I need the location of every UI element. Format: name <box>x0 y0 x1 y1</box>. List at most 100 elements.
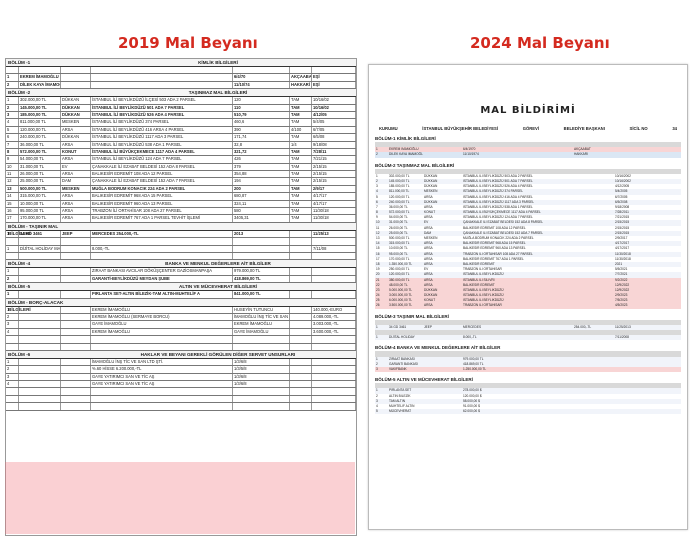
table-cell <box>233 252 290 260</box>
table-cell: 302.000,00 TL <box>389 173 410 178</box>
table-cell <box>290 245 312 252</box>
table-cell: 500.000,00 TL <box>389 236 410 240</box>
table-cell <box>19 373 61 381</box>
table-row: 23 5.000.000,00 TL DÜKKAN İSTANBUL İLİ BEYL… <box>375 287 681 294</box>
table-cell <box>91 343 233 350</box>
table-cell: 6/4/1970 <box>463 147 476 152</box>
section-header: BÖLÜM-5 ALTIN VE MÜCEVHERAT BİLGİLERİ <box>375 377 473 383</box>
table-cell: ARSA <box>61 208 91 215</box>
table-cell: MERCEDES 254.000,-TL <box>91 230 233 238</box>
table-cell <box>312 268 356 275</box>
table-row: 2 145.000,00 TL DÜKKAN İSTANBUL İLİ BEYLİKD… <box>375 178 681 185</box>
table-cell: 22 <box>376 282 380 287</box>
table-cell: 31.000,00 TL <box>389 220 408 225</box>
table-cell: İSTANBUL İLİ BEYLİKDÜZÜ 526 ADA 4 PARSEL <box>91 111 233 119</box>
table-cell <box>61 388 91 395</box>
table-cell <box>19 336 61 343</box>
section-title: BANKA VE MENKUL DEĞERLERE AİT BİLGİLER <box>165 261 271 267</box>
table-cell: EKREM İMAMOĞLU <box>389 147 419 152</box>
table-row <box>6 395 356 404</box>
table-cell: 54.000,00 TL <box>389 215 408 220</box>
table-cell <box>290 291 312 298</box>
table-cell: 3 <box>6 111 19 119</box>
table-cell: 2 <box>6 104 19 111</box>
table-cell <box>61 395 91 403</box>
table-cell <box>6 343 19 350</box>
table-cell: TAM <box>290 148 312 156</box>
kurum-value: İSTANBUL BÜYÜKŞEHİR BELEDİYESİ <box>422 126 498 131</box>
table-cell <box>290 403 312 410</box>
table-cell: 8.000,-TL <box>91 245 233 252</box>
table-cell: HAKKARİ <box>574 152 588 157</box>
table-cell: 2/15/2015 <box>615 225 630 230</box>
table-cell <box>61 291 91 298</box>
table-cell: EKREM İMAMOĞLU <box>233 321 290 328</box>
table-cell: EKREM İMAMOĞLU <box>91 306 233 313</box>
table-cell: 6.000.000,00 TL <box>389 298 413 303</box>
table-cell: MUĞLA BODRUM KONACIK 224 ADA 2 PARSEL <box>91 185 233 193</box>
section-header: BÖLÜM-3 TAŞINIR MAL BİLGİLERİ <box>375 313 449 319</box>
table-cell: 62.000,00 $ <box>463 409 480 414</box>
section-title <box>78 223 356 230</box>
table-cell <box>61 252 91 260</box>
table-cell: HUSEYİN TUTUNCU <box>233 306 290 313</box>
table-cell: 31.000,00 TL <box>19 163 61 171</box>
table-cell <box>6 388 19 395</box>
table-cell: 170.000,00 TL <box>389 256 410 261</box>
declaration-info-bar: KURUMU İSTANBUL BÜYÜKŞEHİR BELEDİYESİ GÖ… <box>369 126 687 131</box>
table-cell: 185.000,00 TL <box>19 111 61 119</box>
table-cell: TAM <box>290 111 312 119</box>
section-number: BÖLÜM - BORÇ-ALACAK BİLGİLERİ <box>8 299 64 312</box>
table-cell <box>19 313 61 321</box>
table-cell: PIRLANTA SET <box>389 388 412 393</box>
table-row: 3 GAYE YATIRIMCI SAN VE TİC AŞ 1/3/6/8 <box>6 373 356 382</box>
table-cell: 4 <box>6 328 19 336</box>
table-cell: 390 <box>233 126 290 134</box>
table-row: 2 GARANTİ BANKASI 418.869,00 TL <box>375 361 681 367</box>
table-cell: MESKEN <box>61 119 91 126</box>
table-cell: TRABZON İLİ ORTAHİSAR <box>463 267 502 272</box>
table-cell: 9 <box>6 156 19 163</box>
table-cell <box>614 409 681 414</box>
table-cell: BALIKESİR EDREMİT 968 ADA 15 PARSEL <box>463 241 526 246</box>
table-cell: 15 <box>6 200 19 207</box>
table-row: 13 500.000,00 TL MESKEN MUĞLA BODRUM KONACI… <box>6 185 356 194</box>
table-cell: ARSA <box>424 261 433 266</box>
table-row: 17 170.000,00 TL ARSA BALIKESİR EDREMİT 767… <box>6 215 356 223</box>
table-row: 3 VAKIFBANK 1.250.000,00 TL <box>375 366 681 373</box>
table-cell: ARSA <box>424 215 433 220</box>
table-cell: 11/25/13 <box>312 230 356 238</box>
table-cell: İSTANBUL İLİ BEYLİKDÜZÜ <box>463 287 504 292</box>
table-cell: 120.000,00 TL <box>389 194 410 199</box>
table-row: 1 ZIRAAT BANKASI AVCILAR DÖKÜŞÇENTER GAZİ… <box>6 268 356 276</box>
table-row <box>6 67 356 75</box>
table-cell: 680,87 <box>233 193 290 200</box>
table-cell: 4.089.000,-TL <box>312 313 356 321</box>
table-cell: 15 <box>376 246 380 251</box>
table-cell: 278.000,00 $ <box>463 388 482 393</box>
table-cell: TAM <box>290 171 312 178</box>
table-cell: 25.000,00 TL <box>19 178 61 185</box>
table-cell: 26.000,00 TL <box>389 225 408 230</box>
kurum-label: KURUMU <box>379 126 398 131</box>
table-cell: 4/12/05 <box>312 111 356 119</box>
table-cell <box>290 313 312 321</box>
table-cell: 194 <box>233 178 290 185</box>
table-cell <box>233 343 290 350</box>
table-cell: İSTANBUL İLİ BEYLİKDÜZÜ 374 PARSEL <box>463 189 523 194</box>
table-cell: 95.000,00 TL <box>389 251 408 256</box>
declaration-heading: MAL BİLDİRİMİ <box>480 105 576 116</box>
table-cell: 11 <box>6 171 19 178</box>
table-row: 2 EKREM İMAMOĞLU (SERMAYE BORCU) İMAMOĞLU … <box>6 313 356 322</box>
table-cell: DÜKKAN <box>424 199 438 204</box>
table-cell <box>91 395 233 403</box>
table-cell: 91.000,00 $ <box>463 403 480 408</box>
table-cell: 4/17/2017 <box>615 241 630 246</box>
table-cell: 6/5/08 <box>312 134 356 141</box>
table-cell: TAM <box>290 97 312 104</box>
table-cell: 811.000,00 TL <box>19 119 61 126</box>
table-cell: GARANTİ BANKASI <box>389 361 418 366</box>
table-cell <box>233 67 290 74</box>
table-row: 2 GARANTİ-BEYLİKDÜZÜ MEYDAN ŞUBE 418.869,0… <box>6 275 356 284</box>
table-cell: DİLEK KAYA İMAMOĞLU <box>389 152 423 157</box>
